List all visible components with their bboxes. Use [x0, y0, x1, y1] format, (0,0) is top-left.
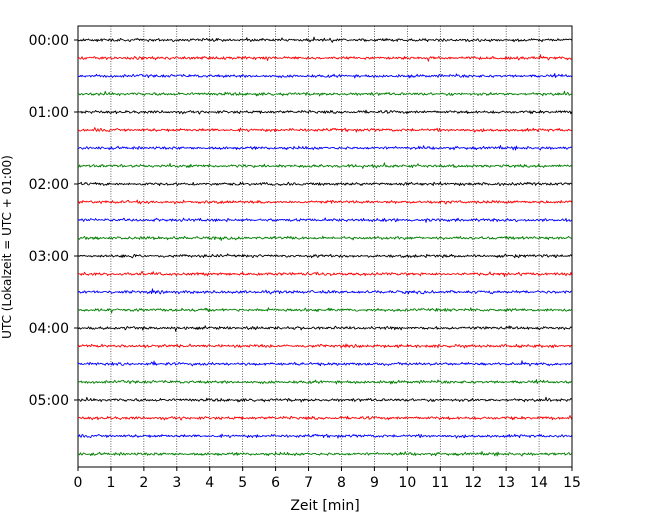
trace-line	[77, 181, 572, 187]
plot-frame	[77, 25, 573, 468]
trace-line	[77, 36, 572, 43]
vertical-grid	[110, 26, 540, 467]
x-tick-label: 4	[205, 475, 214, 491]
y-tick-label: 05:00	[29, 393, 69, 409]
trace-line	[77, 127, 572, 133]
trace-line	[77, 433, 572, 439]
trace-line	[77, 253, 572, 259]
y-axis-label: UTC (Lokalzeit = UTC + 01:00)	[0, 155, 14, 339]
trace-line	[78, 451, 572, 457]
trace-line	[77, 90, 572, 97]
trace-line	[77, 54, 572, 62]
x-tick-label: 6	[271, 475, 280, 491]
x-tick-label: 11	[431, 475, 449, 491]
x-axis-ticks: 0 1 2 3 4 5 6 7 8 9 10 11 12 13 14 15	[74, 467, 581, 491]
y-tick-label: 02:00	[29, 177, 69, 193]
x-tick-label: 5	[238, 475, 247, 491]
x-tick-label: 14	[530, 475, 548, 491]
trace-line	[77, 343, 572, 349]
y-axis-ticks: 00:00 01:00 02:00 03:00 04:00 05:00	[29, 33, 78, 409]
trace-line	[77, 162, 572, 169]
x-axis-label: Zeit [min]	[290, 498, 359, 514]
x-tick-label: 1	[106, 475, 115, 491]
trace-line	[77, 145, 572, 151]
x-tick-label: 7	[304, 475, 313, 491]
trace-line	[77, 199, 572, 205]
y-tick-label: 03:00	[29, 249, 69, 265]
trace-line	[77, 360, 573, 367]
trace-line	[77, 396, 572, 403]
y-tick-label: 01:00	[29, 105, 69, 121]
x-tick-label: 2	[139, 475, 148, 491]
y-tick-label: 04:00	[29, 321, 69, 337]
x-tick-label: 13	[497, 475, 515, 491]
x-tick-label: 10	[398, 475, 416, 491]
trace-line	[77, 73, 572, 79]
x-tick-label: 15	[563, 475, 581, 491]
trace-line	[77, 325, 572, 332]
x-tick-label: 9	[370, 475, 379, 491]
y-tick-label: 00:00	[29, 33, 69, 49]
trace-line	[77, 270, 573, 277]
trace-line	[77, 415, 573, 421]
x-tick-label: 8	[337, 475, 346, 491]
trace-line	[77, 217, 572, 223]
x-tick-label: 12	[464, 475, 482, 491]
trace-line	[77, 307, 572, 314]
x-tick-label: 3	[172, 475, 181, 491]
trace-line	[77, 109, 573, 115]
trace-line	[77, 379, 572, 385]
seismic-traces	[77, 36, 573, 457]
trace-line	[77, 288, 572, 295]
trace-line	[77, 235, 572, 241]
x-tick-label: 0	[74, 475, 83, 491]
